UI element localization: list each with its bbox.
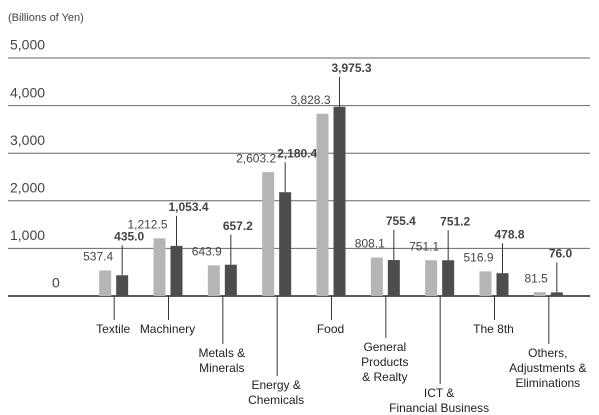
bar [207, 265, 220, 296]
bar [370, 257, 383, 296]
value-label: 478.8 [495, 227, 525, 241]
bar [496, 273, 509, 296]
x-tick-label: ICT & Financial Business [389, 386, 490, 415]
y-tick-label: 5,000 [10, 37, 45, 53]
value-label: 435.0 [114, 229, 144, 243]
bar [224, 264, 237, 296]
bar [442, 260, 455, 296]
x-tick-label: Metals & Minerals [198, 346, 246, 375]
value-label: 3,975.3 [332, 61, 372, 75]
value-label: 76.0 [549, 247, 573, 261]
y-axis-label: (Billions of Yen) [8, 12, 84, 24]
bar [533, 292, 546, 296]
bar [116, 275, 129, 296]
x-tick-label: The 8th [473, 322, 514, 336]
y-tick-label: 2,000 [10, 180, 45, 196]
bar [479, 271, 492, 296]
x-tick-label: General Products & Realty [361, 340, 409, 384]
value-label: 1,212.5 [127, 217, 167, 231]
value-label: 755.4 [386, 214, 416, 228]
y-tick-label: 4,000 [10, 84, 45, 100]
bar [316, 113, 329, 296]
bar [153, 238, 166, 296]
value-label: 2,603.2 [236, 151, 276, 165]
value-label: 2,180.4 [277, 146, 317, 160]
x-tick-label: Others, Adjustments & Eliminations [509, 346, 587, 390]
bar [279, 192, 292, 296]
value-label: 808.1 [355, 237, 385, 251]
value-label: 537.4 [83, 250, 113, 264]
x-tick-label: Textile [96, 322, 131, 336]
bar [387, 260, 400, 296]
bar [333, 106, 346, 296]
bar [170, 245, 183, 296]
value-label: 516.9 [463, 251, 493, 265]
bar [425, 260, 438, 296]
x-tick-label: Machinery [139, 322, 196, 336]
bar [262, 172, 275, 296]
value-label: 751.1 [409, 239, 439, 253]
y-tick-label: 0 [52, 275, 60, 291]
value-label: 643.9 [192, 245, 222, 259]
value-label: 1,053.4 [169, 200, 209, 214]
y-tick-label: 1,000 [10, 227, 45, 243]
x-tick-label: Food [316, 322, 345, 336]
bar [550, 292, 563, 296]
value-label: 3,828.3 [290, 93, 330, 107]
value-label: 751.2 [440, 214, 470, 228]
bar [99, 270, 112, 296]
value-label: 657.2 [223, 219, 253, 233]
value-label: 81.5 [524, 271, 548, 285]
y-tick-label: 3,000 [10, 132, 45, 148]
x-tick-label: Energy & Chemicals [248, 378, 305, 407]
